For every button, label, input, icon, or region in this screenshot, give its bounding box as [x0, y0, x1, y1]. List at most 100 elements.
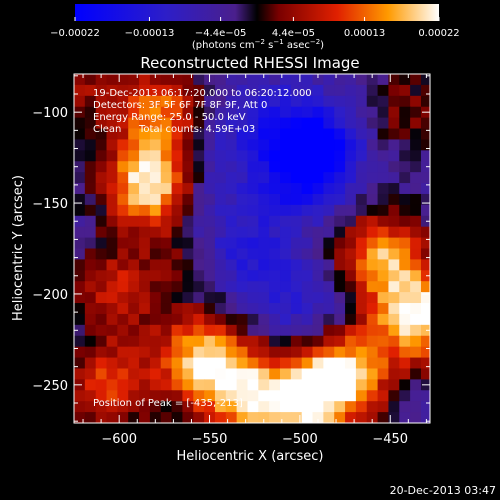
heatmap-pixel [225, 379, 238, 391]
heatmap-pixel [95, 215, 108, 228]
heatmap-pixel [128, 368, 140, 380]
heatmap-pixel [247, 313, 259, 326]
heatmap-pixel [204, 379, 216, 391]
heatmap-pixel [193, 226, 205, 239]
heatmap-pixel [84, 270, 97, 282]
heatmap-pixel [355, 161, 368, 173]
heatmap-pixel [139, 335, 151, 348]
heatmap-pixel [139, 324, 151, 337]
heatmap-pixel [388, 259, 400, 271]
heatmap-pixel [74, 215, 86, 228]
heatmap-pixel [74, 303, 86, 315]
heatmap-pixel [84, 215, 97, 228]
heatmap-pixel [355, 259, 368, 271]
heatmap-pixel [171, 215, 184, 228]
heatmap-pixel [128, 270, 140, 282]
heatmap-pixel [420, 324, 430, 337]
heatmap-pixel [74, 423, 85, 435]
heatmap-pixel [149, 172, 162, 184]
heatmap-pixel [399, 161, 411, 173]
heatmap-pixel [377, 237, 390, 250]
heatmap-pixel [247, 74, 259, 86]
heatmap-pixel [290, 161, 303, 173]
heatmap-pixel [247, 368, 259, 380]
heatmap-pixel [258, 412, 270, 423]
heatmap-pixel [377, 161, 390, 173]
heatmap-pixel [214, 357, 227, 370]
heatmap-pixel [355, 84, 368, 97]
heatmap-pixel [258, 390, 270, 402]
heatmap-pixel [225, 259, 238, 271]
heatmap-pixel [388, 204, 400, 217]
heatmap-pixel [410, 346, 422, 359]
heatmap-pixel [366, 128, 379, 141]
heatmap-pixel [106, 84, 118, 97]
heatmap-pixel [410, 128, 422, 141]
heatmap-pixel [410, 150, 422, 162]
heatmap-pixel [236, 357, 249, 370]
heatmap-pixel [149, 161, 162, 173]
heatmap-pixel [106, 292, 118, 304]
heatmap-pixel [84, 357, 97, 370]
heatmap-pixel [290, 270, 303, 282]
heatmap-pixel [366, 259, 379, 271]
heatmap-pixel [399, 150, 411, 162]
heatmap-pixel [106, 412, 118, 423]
heatmap-pixel [225, 161, 238, 173]
heatmap-pixel [388, 193, 400, 206]
heatmap-pixel [388, 401, 400, 413]
heatmap-pixel [95, 226, 108, 239]
heatmap-pixel [84, 193, 97, 206]
heatmap-pixel [388, 346, 400, 359]
heatmap-pixel [366, 150, 379, 162]
heatmap-pixel [366, 117, 379, 130]
heatmap-pixel [139, 401, 151, 413]
heatmap-pixel [312, 204, 324, 217]
heatmap-pixel [269, 335, 281, 348]
heatmap-pixel [269, 270, 281, 282]
heatmap-pixel [149, 139, 162, 151]
heatmap-pixel [204, 204, 216, 217]
heatmap-pixel [247, 215, 259, 228]
heatmap-pixel [269, 259, 281, 271]
heatmap-pixel [258, 292, 270, 304]
heatmap-pixel [106, 357, 118, 370]
heatmap-pixel [171, 128, 184, 141]
heatmap-pixel [366, 95, 379, 108]
heatmap-pixel [290, 357, 303, 370]
heatmap-pixel [301, 401, 314, 413]
heatmap-pixel [214, 215, 227, 228]
heatmap-pixel [160, 368, 173, 380]
heatmap-pixel [399, 357, 411, 370]
heatmap-pixel [410, 193, 422, 206]
heatmap-pixel [366, 303, 379, 315]
heatmap-pixel [84, 117, 97, 130]
heatmap-pixel [117, 117, 129, 130]
heatmap-pixel [258, 237, 270, 250]
heatmap-pixel [182, 139, 194, 151]
heatmap-pixel [290, 292, 303, 304]
heatmap-pixel [301, 150, 314, 162]
heatmap-pixel [117, 270, 129, 282]
heatmap-pixel [301, 74, 314, 86]
heatmap-pixel [117, 346, 129, 359]
heatmap-pixel [225, 346, 238, 359]
heatmap-pixel [171, 412, 184, 423]
heatmap-pixel [160, 357, 173, 370]
heatmap-pixel [432, 96, 443, 108]
heatmap-pixel [355, 74, 368, 86]
heatmap-pixel [171, 226, 184, 239]
heatmap-pixel [225, 215, 238, 228]
heatmap-pixel [269, 390, 281, 402]
heatmap-pixel [182, 237, 194, 250]
heatmap-pixel [214, 324, 227, 337]
heatmap-pixel [193, 172, 205, 184]
heatmap-pixel [150, 423, 161, 435]
heatmap-pixel [160, 150, 173, 162]
heatmap-pixel [171, 324, 184, 337]
heatmap-pixel [399, 215, 411, 228]
heatmap-pixel [84, 368, 97, 380]
heatmap-pixel [432, 303, 443, 315]
heatmap-pixel [280, 106, 292, 119]
